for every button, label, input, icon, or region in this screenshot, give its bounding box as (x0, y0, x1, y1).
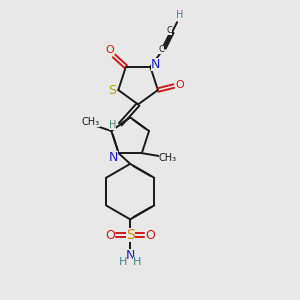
Text: O: O (145, 229, 155, 242)
Text: O: O (106, 45, 114, 55)
Text: N: N (125, 248, 135, 262)
Text: N: N (151, 58, 160, 71)
Text: H: H (109, 120, 116, 130)
Text: S: S (126, 228, 135, 242)
Text: H: H (176, 10, 184, 20)
Text: H: H (119, 257, 128, 267)
Text: H: H (133, 257, 141, 267)
Text: C: C (158, 45, 164, 54)
Text: CH₃: CH₃ (82, 117, 100, 127)
Text: S: S (108, 83, 116, 97)
Text: O: O (175, 80, 184, 90)
Text: C: C (166, 26, 172, 34)
Text: O: O (105, 229, 115, 242)
Text: N: N (109, 151, 118, 164)
Text: CH₃: CH₃ (158, 153, 177, 163)
